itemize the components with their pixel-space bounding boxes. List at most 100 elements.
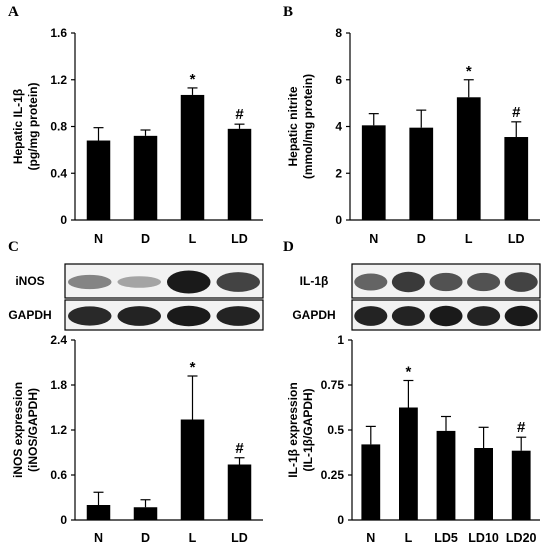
bar-n xyxy=(86,140,111,220)
y-tick-label: 0 xyxy=(60,513,67,527)
x-tick-label: LD10 xyxy=(468,531,499,545)
bar-l xyxy=(456,97,481,220)
blot-label-2: GAPDH xyxy=(8,308,51,322)
x-tick-label: LD xyxy=(231,232,248,246)
bar-ld20 xyxy=(511,450,531,520)
blot-label-2: GAPDH xyxy=(292,308,335,322)
x-tick-label: D xyxy=(141,531,150,545)
significance-star: * xyxy=(190,71,196,88)
y-tick-label: 6 xyxy=(335,73,342,87)
bar-n xyxy=(361,125,386,220)
x-tick-label: LD xyxy=(231,531,248,545)
x-tick-label: L xyxy=(465,232,473,246)
x-tick-label: LD xyxy=(508,232,525,246)
significance-star: * xyxy=(190,359,196,376)
significance-hash: # xyxy=(517,419,526,436)
x-tick-label: N xyxy=(94,232,103,246)
blot-band xyxy=(391,306,425,326)
blot-band xyxy=(166,270,211,294)
y-tick-label: 0.4 xyxy=(50,166,67,180)
y-tick-label: 2.4 xyxy=(50,333,67,347)
bar-n xyxy=(86,505,111,520)
significance-hash: # xyxy=(512,104,521,121)
y-tick-label: 0 xyxy=(60,213,67,227)
y-tick-label: 0.8 xyxy=(50,120,67,134)
blot-band xyxy=(354,306,388,326)
y-tick-label: 0 xyxy=(335,213,342,227)
y-axis-label: (IL-1β/GAPDH) xyxy=(301,388,315,471)
x-tick-label: D xyxy=(417,232,426,246)
y-axis-label: (pg/mg protein) xyxy=(26,83,40,171)
x-tick-label: N xyxy=(94,531,103,545)
x-tick-label: N xyxy=(366,531,375,545)
y-tick-label: 0.25 xyxy=(321,468,345,482)
y-tick-label: 1.6 xyxy=(50,26,67,40)
bar-ld5 xyxy=(436,430,456,520)
y-axis-label: IL-1β expression xyxy=(286,382,300,477)
bar-d xyxy=(133,135,158,220)
bar-ld xyxy=(227,464,252,520)
blot-band xyxy=(67,274,112,290)
x-tick-label: D xyxy=(141,232,150,246)
y-axis-label: iNOS expression xyxy=(11,382,25,478)
blot-band xyxy=(391,271,425,293)
y-tick-label: 0.75 xyxy=(321,378,345,392)
significance-hash: # xyxy=(235,106,244,123)
y-axis-label: Hepatic IL-1β xyxy=(11,89,25,164)
blot-band xyxy=(504,272,538,292)
x-tick-label: N xyxy=(369,232,378,246)
bar-n xyxy=(361,444,381,520)
chart-panel-d: D 0 0.25 0.5 0.75 1 IL-1β expression (IL-1β/GAP… xyxy=(283,239,541,545)
chart-panel-a: A 0 0.4 0.8 1.2 1.6 Hepatic IL-1β (pg/mg protei… xyxy=(8,4,263,246)
y-axis-label: Hepatic nitrite xyxy=(286,86,300,166)
bar-l xyxy=(399,407,418,520)
y-tick-label: 1.8 xyxy=(50,378,67,392)
y-axis-label: (mmol/mg protein) xyxy=(301,74,315,179)
bar-d xyxy=(133,507,158,520)
y-axis-label: (iNOS/GAPDH) xyxy=(26,388,40,472)
x-tick-label: LD20 xyxy=(506,531,537,545)
y-tick-label: 0.5 xyxy=(327,423,344,437)
x-tick-label: L xyxy=(189,232,197,246)
y-tick-label: 0.6 xyxy=(50,468,67,482)
y-tick-label: 4 xyxy=(335,120,342,134)
y-tick-label: 0 xyxy=(337,513,344,527)
blot-band xyxy=(67,306,112,326)
blot-label-1: iNOS xyxy=(15,274,44,288)
panel-label: C xyxy=(8,239,19,255)
y-tick-label: 1.2 xyxy=(50,73,67,87)
x-tick-label: LD5 xyxy=(434,531,458,545)
significance-hash: # xyxy=(235,440,244,457)
x-tick-label: L xyxy=(189,531,197,545)
panel-label: A xyxy=(8,4,19,20)
panel-label: B xyxy=(283,4,293,20)
panel-label: D xyxy=(283,239,294,255)
bar-l xyxy=(180,419,205,520)
bar-ld xyxy=(227,128,252,220)
chart-panel-c: C 0 0.6 1.2 1.8 2.4 iNOS expression (iNOS/GAPDH… xyxy=(8,239,264,545)
blot-band xyxy=(429,272,463,292)
y-tick-label: 8 xyxy=(335,26,342,40)
bar-d xyxy=(409,127,434,220)
blot-band xyxy=(216,272,261,292)
significance-star: * xyxy=(405,364,411,381)
blot-band xyxy=(429,305,463,327)
blot-band xyxy=(467,272,501,292)
y-tick-label: 2 xyxy=(335,166,342,180)
x-tick-label: L xyxy=(405,531,413,545)
significance-star: * xyxy=(466,63,472,80)
y-tick-label: 1 xyxy=(337,333,344,347)
blot-band xyxy=(467,306,501,326)
blot-band xyxy=(216,306,261,326)
chart-panel-b: B 0 2 4 6 8 Hepatic nitrite (mmol/mg protein) N D… xyxy=(283,4,540,246)
blot-label-1: IL-1β xyxy=(300,274,329,288)
blot-band xyxy=(117,276,162,288)
blot-band xyxy=(117,306,162,326)
y-tick-label: 1.2 xyxy=(50,423,67,437)
bar-l xyxy=(180,94,205,220)
blot-band xyxy=(504,305,538,327)
bar-ld10 xyxy=(474,448,493,520)
blot-band xyxy=(354,273,388,291)
blot-band xyxy=(166,305,211,327)
